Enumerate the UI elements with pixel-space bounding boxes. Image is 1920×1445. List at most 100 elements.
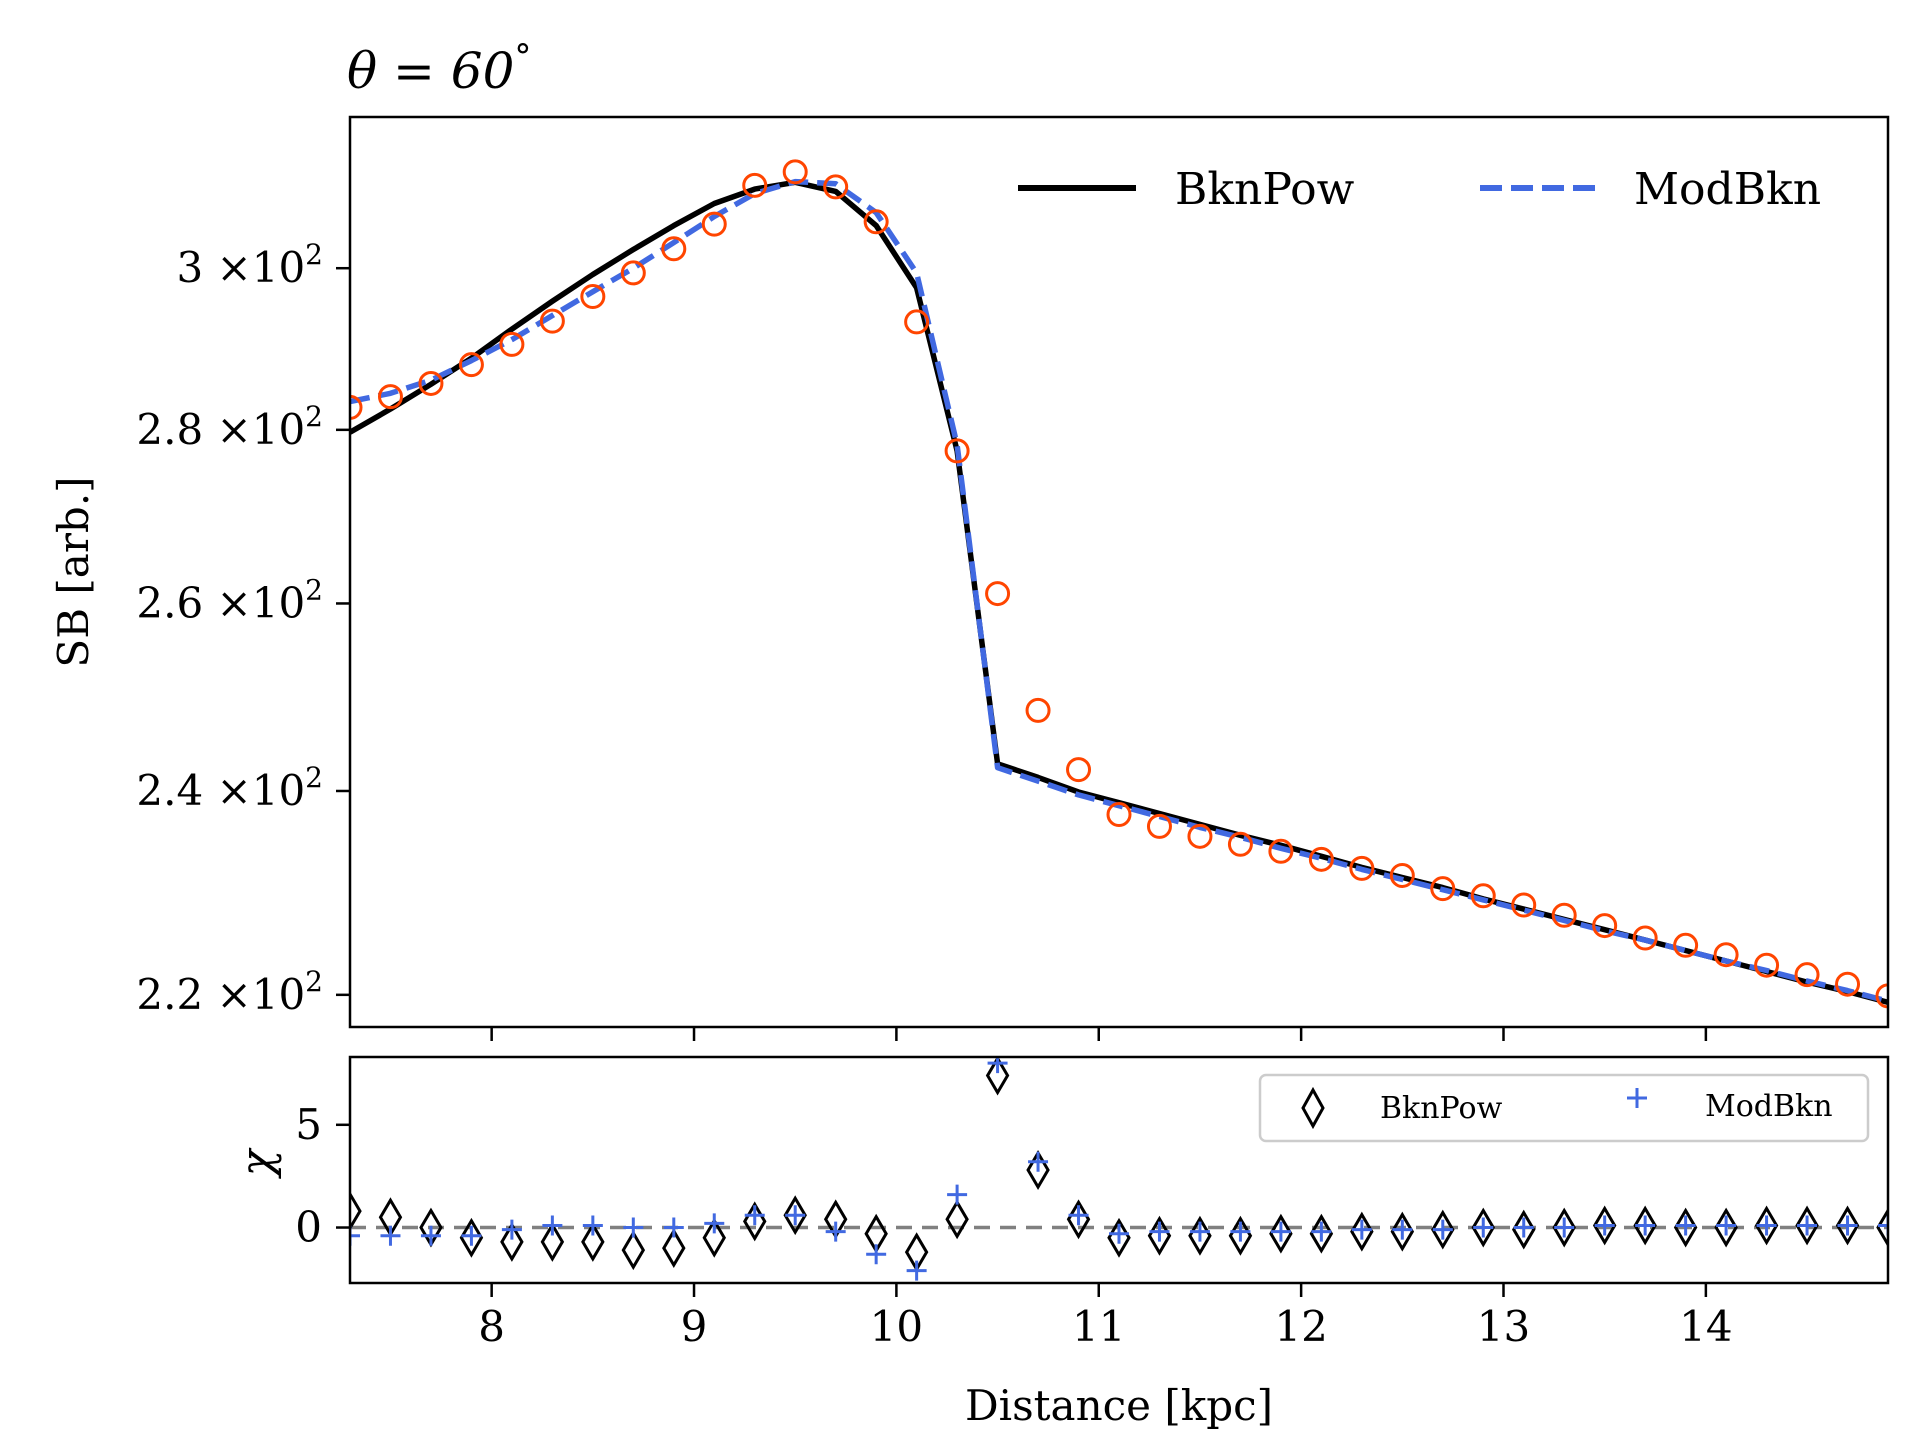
main-legend: BknPow ModBkn [1018, 164, 1821, 215]
data-point-marker [1106, 802, 1132, 828]
modbkn-residual-marker [1109, 1223, 1129, 1244]
data-point-marker [1835, 971, 1861, 997]
residual-axes-frame [348, 1055, 1890, 1285]
bknpow-residual-marker [1714, 1207, 1738, 1248]
modbkn-residual-marker [1716, 1215, 1737, 1236]
modbkn-residual-marker [906, 1260, 927, 1281]
bknpow-residual-marker [1147, 1215, 1172, 1256]
legend-plus-icon [1627, 1088, 1647, 1108]
modbkn-residual-marker [1878, 1215, 1888, 1236]
residual-legend-box [1258, 1073, 1870, 1143]
main-y-tick-label: 2.6 ×102 [136, 573, 323, 627]
modbkn-residual-marker [1270, 1221, 1291, 1242]
main-axes-frame [348, 115, 1890, 1029]
modbkn-residual-marker [1311, 1221, 1332, 1242]
bknpow-residual-marker [1633, 1205, 1657, 1246]
bknpow-residual-marker [500, 1221, 524, 1262]
data-point-marker [458, 352, 484, 378]
bknpow-residual-marker [702, 1217, 727, 1258]
main-y-ticks: 2.2 ×102 2.4 ×102 2.6 ×102 2.8 ×102 3 ×102 [136, 238, 350, 1019]
modbkn-residual-marker [542, 1215, 563, 1236]
modbkn-residual-marker [1189, 1221, 1210, 1242]
modbkn-residual-marker [582, 1215, 603, 1236]
bknpow-residual-marker [1835, 1205, 1860, 1246]
modbkn-residual-marker [1635, 1215, 1656, 1236]
bknpow-residual-marker [1431, 1209, 1455, 1250]
data-point-marker [1713, 942, 1739, 968]
modbkn-residual-marker [420, 1225, 441, 1246]
modbkn-residual-marker [1351, 1219, 1372, 1240]
x-tick-label: 9 [681, 1302, 708, 1351]
data-point-marker [742, 172, 768, 198]
data-point-marker [1511, 892, 1537, 918]
bknpow-residual-marker [1350, 1211, 1374, 1252]
residual-series-group [350, 1057, 1888, 1281]
modbkn-residual-marker [987, 1057, 1008, 1074]
data-point-marker [1308, 846, 1334, 872]
bknpow-residual-marker [1066, 1199, 1091, 1240]
modbkn-residual-marker [1675, 1215, 1696, 1236]
bknpow-residual-marker [945, 1199, 969, 1240]
main-y-tick-label: 2.2 ×102 [136, 965, 323, 1019]
data-point-marker [1025, 697, 1051, 723]
modbkn-residual-marker [1149, 1221, 1170, 1242]
bknpow-residual-marker [1754, 1205, 1779, 1246]
bknpow-model-line [350, 179, 1888, 1005]
data-point-marker [1227, 831, 1253, 857]
data-point-marker [1349, 855, 1375, 881]
data-point-marker [904, 309, 930, 335]
modbkn-residual-marker [744, 1205, 765, 1226]
bknpow-residual-marker [1269, 1213, 1293, 1254]
bknpow-residual-marker [1471, 1207, 1496, 1248]
bknpow-residual-marker [1552, 1207, 1576, 1248]
modbkn-residual-marker [1230, 1221, 1251, 1242]
data-point-marker [580, 283, 606, 309]
legend-diamond-icon [1301, 1086, 1325, 1130]
data-point-marker [823, 174, 849, 200]
bknpow-residual-marker [1592, 1205, 1617, 1246]
data-point-marker [1592, 913, 1618, 939]
bknpow-residual-marker [662, 1228, 686, 1269]
modbkn-residual-marker [947, 1184, 968, 1205]
bknpow-residual-marker [1188, 1215, 1212, 1256]
residual-legend-modbkn-label: ModBkn [1705, 1089, 1833, 1124]
modbkn-residual-marker [1797, 1215, 1818, 1236]
main-x-ticks [490, 1027, 1708, 1041]
modbkn-residual-marker [1068, 1205, 1089, 1226]
modbkn-residual-marker [350, 1225, 360, 1246]
modbkn-residual-marker [501, 1219, 522, 1240]
bknpow-residual-marker [783, 1195, 807, 1236]
residual-x-ticks: 8 9 10 11 12 13 14 [478, 1283, 1733, 1351]
bknpow-residual-marker [1511, 1209, 1536, 1250]
x-tick-label: 11 [1072, 1302, 1125, 1351]
modbkn-residual-marker [380, 1225, 401, 1246]
modbkn-residual-marker [1473, 1217, 1494, 1238]
data-point-marker [701, 211, 727, 237]
residual-y-tick-label: 0 [295, 1203, 322, 1252]
bknpow-residual-marker [581, 1221, 605, 1262]
bknpow-residual-marker [459, 1217, 484, 1258]
modbkn-residual-marker [623, 1217, 644, 1238]
legend-bknpow-label: BknPow [1175, 164, 1355, 215]
modbkn-residual-marker [1594, 1215, 1615, 1236]
residual-legend: BknPow ModBkn [1258, 1073, 1870, 1143]
modbkn-residual-marker [1837, 1215, 1858, 1236]
x-tick-label: 13 [1477, 1302, 1530, 1351]
data-point-marker [1794, 962, 1820, 988]
x-tick-label: 8 [478, 1302, 505, 1351]
modbkn-residual-marker [825, 1221, 846, 1242]
data-point-marker [1187, 823, 1213, 849]
bknpow-residual-marker [540, 1221, 565, 1262]
x-tick-label: 14 [1679, 1302, 1732, 1351]
modbkn-residual-marker [1392, 1219, 1413, 1240]
modbkn-residual-marker [866, 1244, 887, 1265]
bknpow-residual-marker [1026, 1150, 1050, 1190]
data-point-marker [620, 260, 646, 286]
data-point-marker [661, 236, 687, 262]
bknpow-residual-marker [1876, 1207, 1888, 1248]
bknpow-residual-marker [1390, 1211, 1415, 1252]
data-point-marker [782, 159, 808, 185]
data-point-marker [1875, 983, 1888, 1009]
